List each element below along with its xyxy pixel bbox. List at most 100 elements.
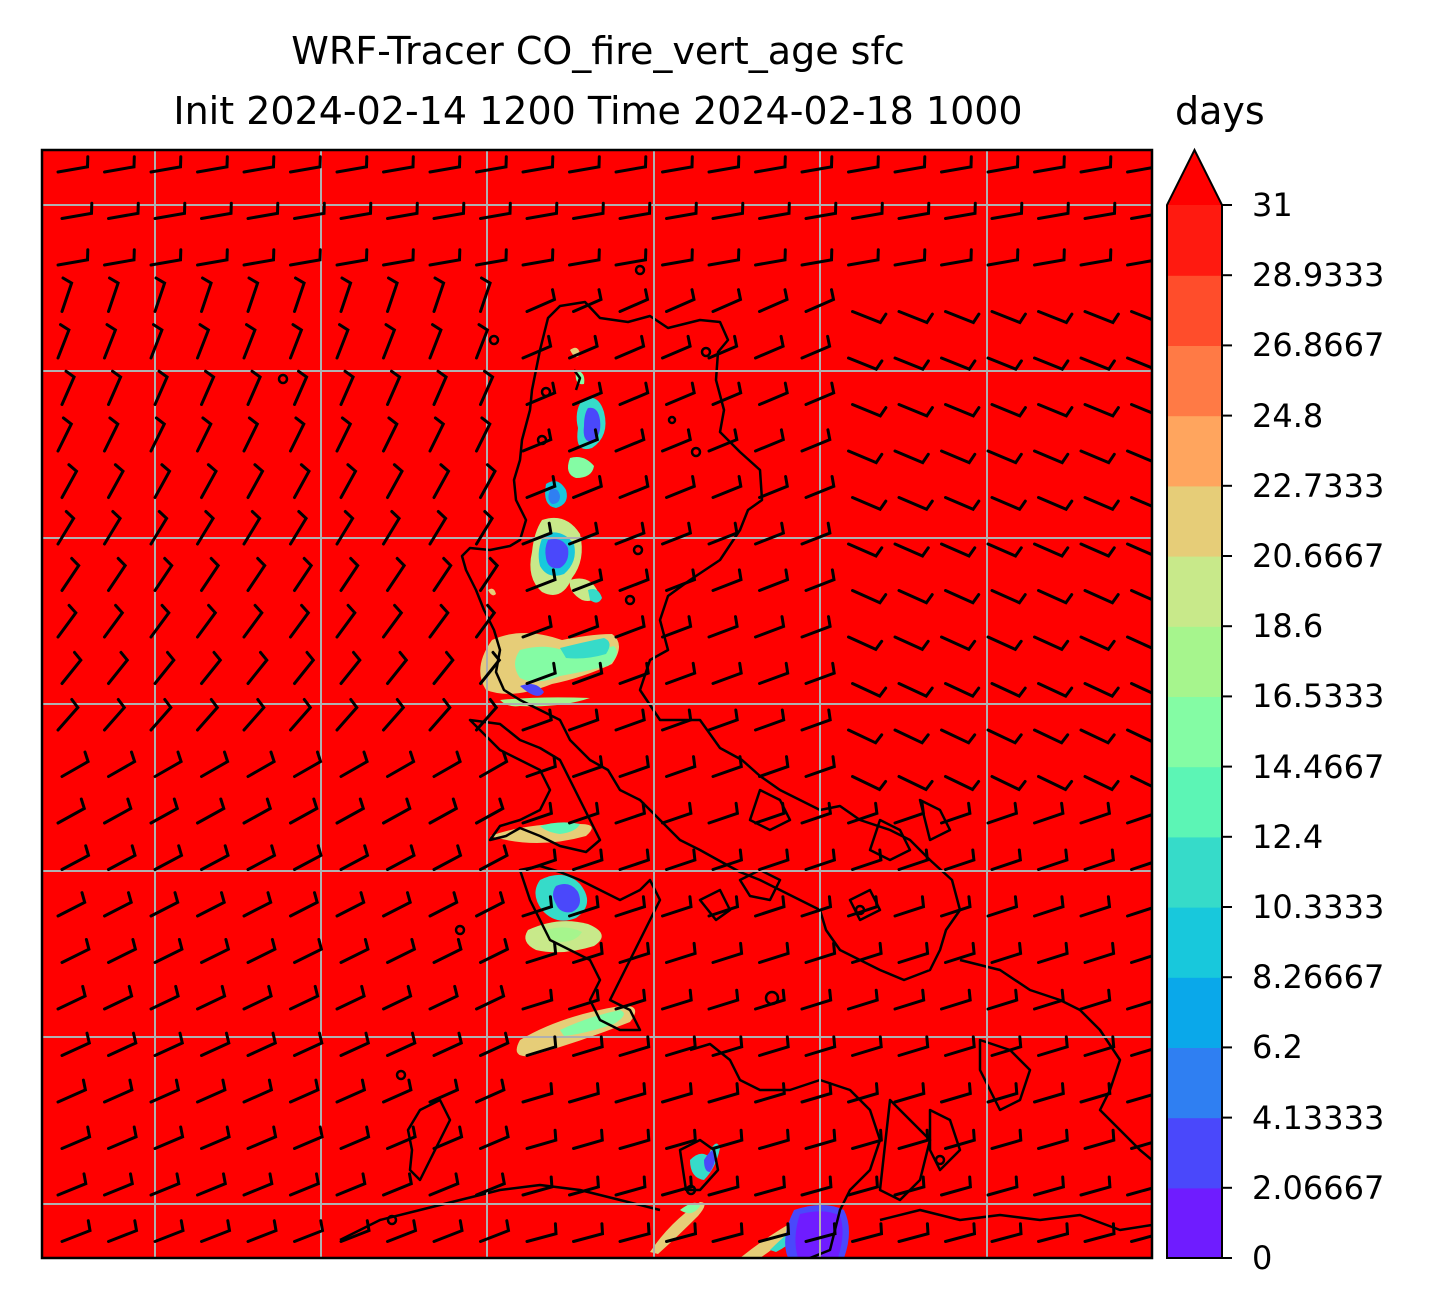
wind-barb	[1037, 589, 1074, 605]
wind-barb	[711, 288, 743, 313]
wind-barb	[1130, 310, 1152, 322]
wind-barb	[386, 1125, 417, 1150]
wind-barb	[711, 381, 743, 406]
wind-barb	[707, 155, 741, 174]
wind-barb	[940, 895, 972, 918]
wind-barb	[707, 1175, 740, 1197]
wind-barb	[153, 1031, 185, 1057]
wind-barb	[335, 698, 359, 732]
wind-barb	[428, 984, 459, 1011]
wind-barb	[107, 1125, 138, 1150]
wind-barb	[60, 276, 74, 313]
wind-barb	[479, 1219, 511, 1243]
wind-barb	[525, 381, 557, 406]
wind-barb	[1130, 496, 1152, 508]
wind-barb	[1033, 449, 1070, 465]
wind-barb	[521, 988, 554, 1011]
wind-barb	[897, 403, 934, 418]
wind-barb	[521, 248, 555, 267]
wind-barb	[1037, 201, 1070, 220]
wind-barb	[382, 698, 406, 732]
wind-barb	[149, 248, 183, 267]
wind-barb	[1079, 728, 1116, 745]
wind-barb	[521, 615, 553, 639]
wind-barb	[847, 155, 880, 174]
wind-barb	[428, 323, 443, 360]
wind-barb	[1130, 589, 1152, 602]
wind-barb	[153, 1219, 185, 1243]
colorbar-tick-label: 26.8667	[1252, 326, 1385, 365]
wind-barb	[1037, 310, 1074, 325]
wind-barb	[339, 556, 360, 592]
colorbar-segment	[1167, 205, 1222, 276]
wind-barb	[1079, 155, 1113, 174]
wind-barb	[56, 155, 90, 174]
wind-barb	[893, 356, 930, 372]
wind-barb	[661, 801, 693, 825]
wind-barb	[711, 1222, 744, 1243]
wind-barb	[1126, 1093, 1152, 1104]
wind-barb	[897, 1222, 930, 1243]
wind-barb	[1079, 988, 1112, 1011]
wind-barb	[289, 891, 319, 918]
wind-barb	[60, 650, 83, 685]
wind-barb	[386, 938, 417, 964]
wind-barb	[754, 155, 787, 174]
wind-barb	[568, 1082, 600, 1104]
wind-barb	[804, 381, 836, 406]
wind-barb	[107, 1219, 139, 1243]
wind-barb	[897, 1035, 930, 1057]
wind-barb	[1037, 1035, 1069, 1057]
wind-barb	[521, 428, 553, 453]
wind-barb	[940, 635, 977, 652]
wind-barb	[479, 844, 509, 871]
wind-barb	[893, 155, 927, 174]
wind-barb	[754, 1082, 786, 1104]
wind-barb	[479, 463, 497, 499]
wind-barb	[804, 201, 838, 220]
wind-barb	[618, 1035, 651, 1057]
wind-barb	[289, 510, 309, 546]
wind-barb	[707, 615, 739, 639]
wind-barb	[1126, 813, 1152, 825]
wind-barb	[614, 428, 646, 453]
wind-barb	[897, 201, 931, 220]
wind-barb	[107, 463, 125, 499]
wind-barb	[196, 1172, 227, 1197]
wind-barb	[758, 941, 790, 964]
wind-barb	[614, 155, 648, 174]
wind-barb	[525, 1128, 558, 1150]
wind-barb	[289, 323, 304, 360]
wind-barb	[711, 201, 745, 220]
wind-barb	[432, 556, 453, 592]
wind-barb	[242, 698, 266, 732]
wind-barb	[754, 615, 786, 639]
wind-barb	[1083, 941, 1116, 964]
wind-barb	[1126, 166, 1152, 174]
wind-barb	[986, 248, 1020, 267]
wind-barb	[289, 1078, 320, 1104]
colorbar-tick-label: 18.6	[1252, 607, 1324, 646]
wind-barb	[851, 589, 888, 605]
wind-barb	[335, 603, 357, 639]
wind-barb	[944, 403, 981, 418]
wind-barb	[665, 288, 696, 313]
wind-barb	[944, 1035, 976, 1057]
wind-barb	[386, 1031, 417, 1057]
colorbar-segment	[1167, 556, 1222, 627]
wind-barb	[335, 1078, 367, 1104]
wind-barb	[944, 941, 976, 964]
wind-barb	[200, 556, 221, 592]
wind-barb	[293, 369, 309, 406]
wind-barb	[1130, 861, 1152, 871]
wind-barb	[1033, 728, 1070, 745]
wind-barb	[339, 276, 353, 313]
wind-barb	[246, 463, 265, 499]
wind-barb	[940, 248, 973, 267]
wind-barb	[568, 334, 599, 360]
wind-barb	[758, 661, 790, 685]
wind-barb	[107, 369, 123, 406]
wind-barb	[60, 1125, 92, 1150]
wind-barb	[944, 310, 981, 325]
wind-barb	[618, 201, 652, 220]
